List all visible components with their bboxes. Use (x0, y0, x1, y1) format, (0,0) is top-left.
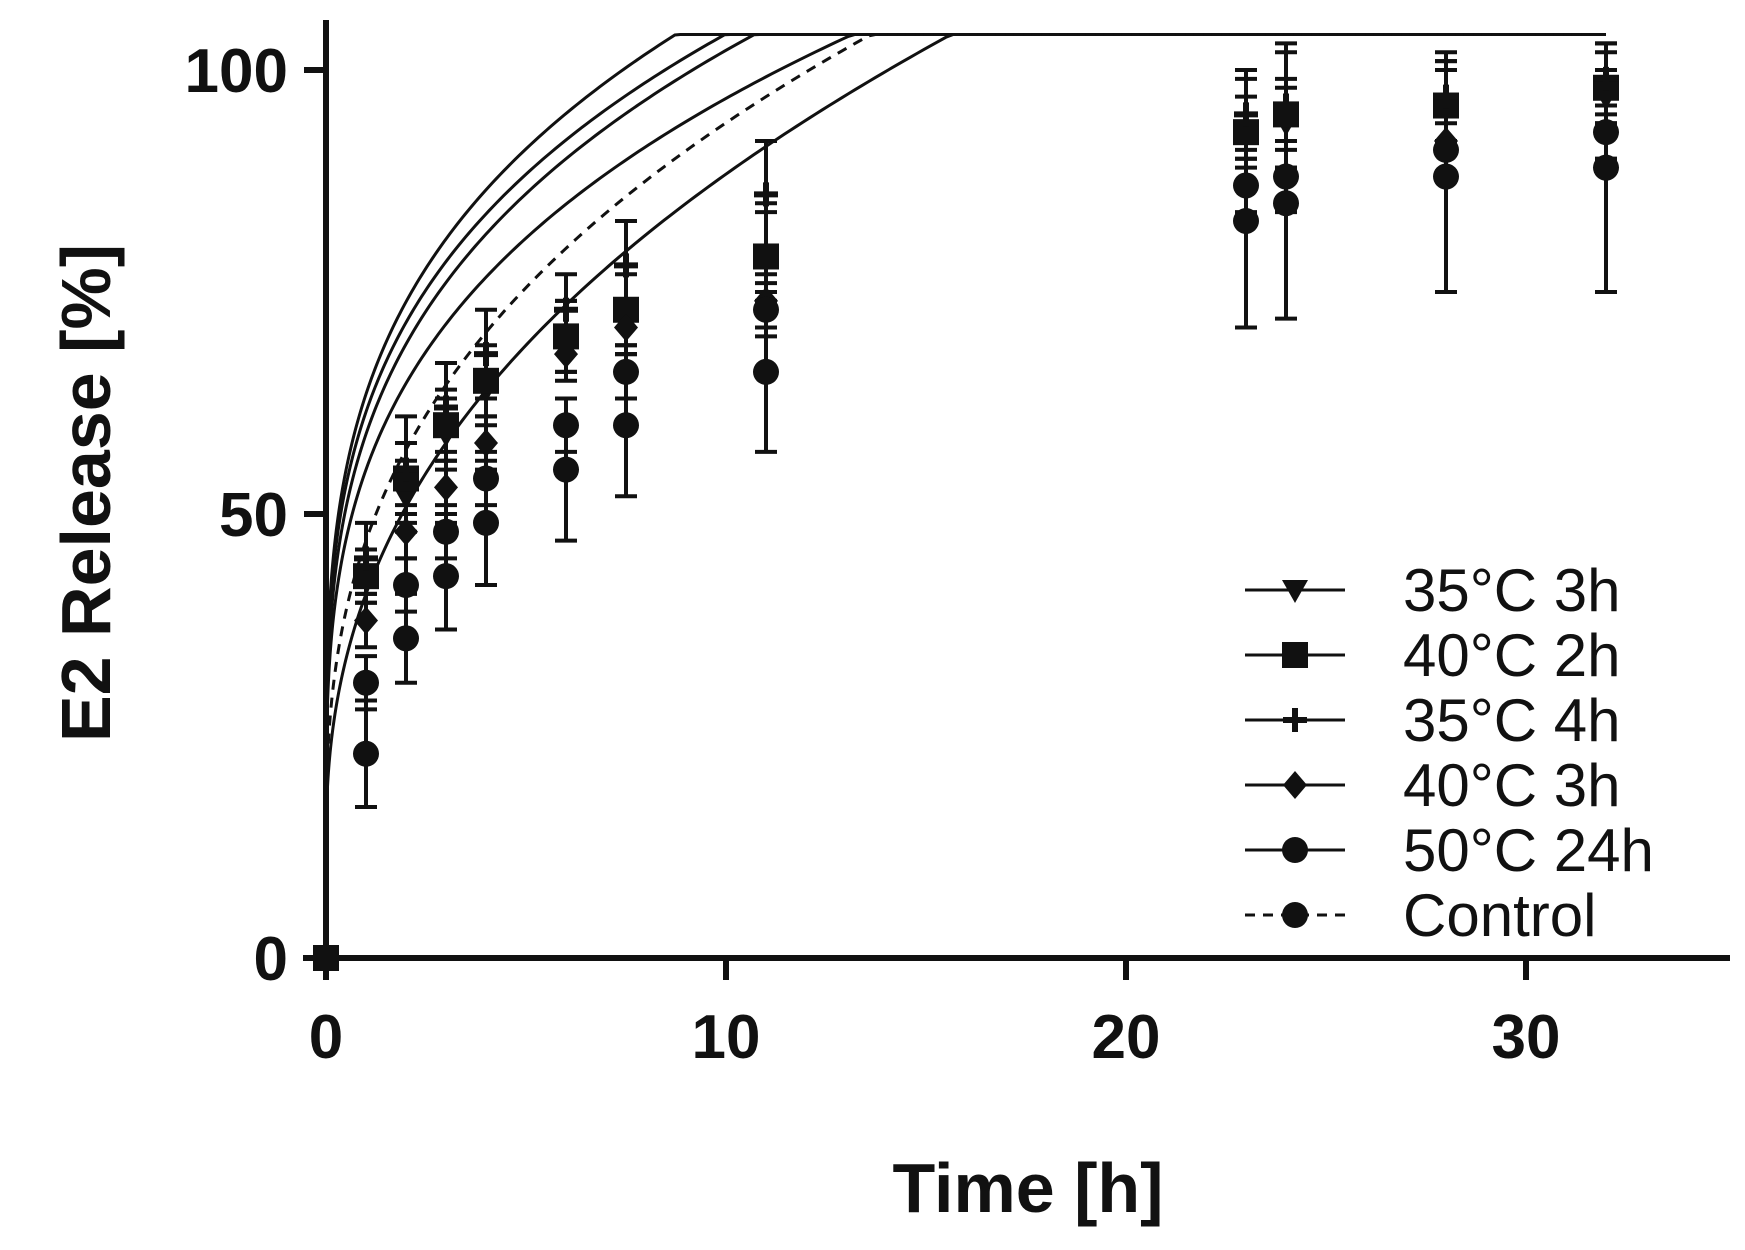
legend-marker-5 (1282, 902, 1308, 928)
legend-label-1: 40°C 2h (1403, 622, 1620, 689)
x-tick-label-10: 10 (692, 1003, 761, 1072)
point-3-1 (354, 606, 378, 635)
point-2-11 (1594, 66, 1618, 91)
point-5-1 (353, 669, 379, 696)
x-axis-title: Time [h] (893, 1149, 1164, 1227)
point-2-9 (1274, 93, 1298, 118)
point-5-3 (433, 518, 459, 545)
point-2-2 (394, 457, 418, 482)
y-axis-title: E2 Release [%] (47, 244, 125, 742)
legend-marker-1 (1282, 642, 1308, 668)
x-tick-label-20: 20 (1092, 1003, 1161, 1072)
point-0-2 (393, 486, 419, 510)
point-5-10 (1433, 136, 1459, 163)
x-tick-label-0: 0 (309, 1003, 343, 1072)
legend-label-4: 50°C 24h (1403, 817, 1654, 884)
point-4-3 (433, 563, 459, 590)
point-2-1 (354, 546, 378, 571)
point-4-10 (1433, 163, 1459, 190)
point-4-7 (753, 358, 779, 385)
legend-label-2: 35°C 4h (1403, 687, 1620, 754)
point-3-4 (474, 428, 498, 457)
fit-curves (324, 32, 1606, 852)
legend-marker-3 (1283, 771, 1307, 799)
point-5-8 (1233, 172, 1259, 199)
legend-marker-0 (1282, 580, 1308, 603)
point-5-4 (473, 465, 499, 492)
y-tick-label-50: 50 (219, 481, 288, 550)
point-3-6 (614, 313, 638, 342)
fit-curve-5 (324, 32, 1606, 852)
point-1-7 (753, 243, 779, 270)
point-3-2 (394, 517, 418, 546)
point-5-11 (1593, 119, 1619, 146)
axes (303, 20, 1730, 961)
point-2-4 (474, 342, 498, 367)
point-4-11 (1593, 154, 1619, 181)
legend-label-0: 35°C 3h (1403, 557, 1620, 624)
point-2-8 (1234, 102, 1258, 127)
point-4-6 (613, 412, 639, 439)
y-tick-label-0: 0 (254, 925, 288, 994)
point-5-2 (393, 572, 419, 599)
point-2-7 (754, 182, 778, 207)
point-2-10 (1434, 84, 1458, 109)
point-2-5 (554, 297, 578, 322)
legend-label-5: Control (1403, 882, 1596, 949)
point-1-4 (473, 367, 499, 394)
point-5-7 (753, 296, 779, 323)
point-4-5 (553, 456, 579, 483)
y-tick-label-100: 100 (185, 37, 288, 106)
point-4-4 (473, 509, 499, 536)
legend-marker-2 (1283, 708, 1307, 732)
legend-marker-4 (1282, 837, 1308, 863)
point-2-3 (434, 395, 458, 420)
point-4-9 (1273, 190, 1299, 217)
point-4-1 (353, 740, 379, 767)
point-4-2 (393, 625, 419, 652)
x-tick-label-30: 30 (1492, 1003, 1561, 1072)
axis-ticks: 0 10 20 30 0 50 100 (185, 37, 1561, 1072)
point-3-3 (434, 473, 458, 502)
point-4-8 (1233, 207, 1259, 234)
point-5-9 (1273, 163, 1299, 190)
legend-label-3: 40°C 3h (1403, 752, 1620, 819)
point-5-6 (613, 358, 639, 385)
point-2-6 (614, 253, 638, 278)
point-5-5 (553, 412, 579, 439)
point-3-5 (554, 340, 578, 369)
